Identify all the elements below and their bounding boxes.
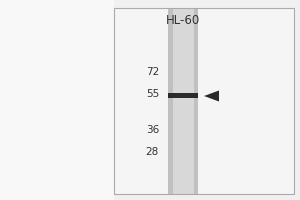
Text: HL-60: HL-60	[166, 14, 200, 26]
Bar	[0, 0, 114, 200]
Bar	[114, 8, 294, 194]
Bar	[114, 8, 294, 194]
Text: 55: 55	[146, 89, 159, 99]
Text: 72: 72	[146, 67, 159, 77]
Bar	[168, 8, 198, 194]
Text: 28: 28	[146, 147, 159, 157]
Bar	[168, 93, 198, 98]
Bar	[172, 8, 194, 194]
Text: 36: 36	[146, 125, 159, 135]
Polygon shape	[204, 90, 219, 102]
